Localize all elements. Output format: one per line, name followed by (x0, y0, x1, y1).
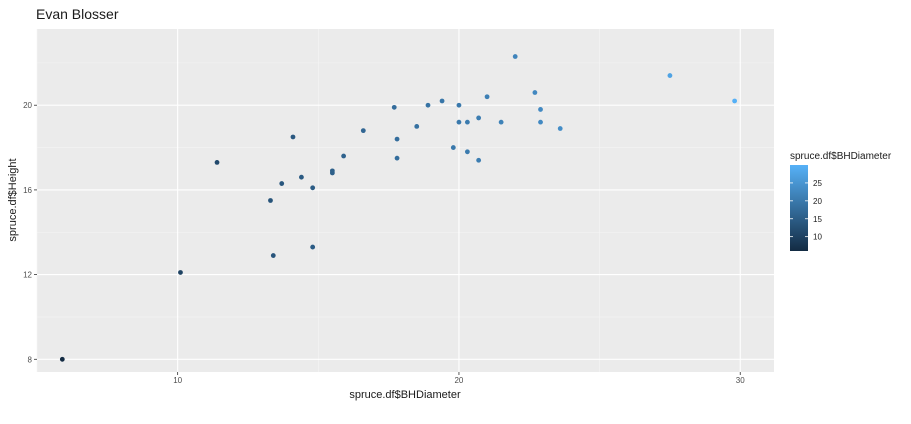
data-point (456, 119, 462, 125)
data-point (464, 149, 470, 155)
plot-panel (37, 29, 774, 372)
data-point (512, 54, 518, 59)
data-point (290, 134, 296, 140)
x-axis-title: spruce.df$BHDiameter (349, 389, 461, 401)
data-point (439, 98, 445, 104)
data-point (484, 94, 490, 100)
legend-ticks: 10 15 20 25 (790, 179, 822, 242)
data-point (394, 136, 400, 142)
data-points (59, 54, 738, 362)
data-point (360, 128, 366, 134)
data-point (279, 181, 285, 186)
data-point (270, 253, 276, 258)
y-axis-title: spruce.df$Height (7, 158, 19, 241)
data-point (450, 145, 456, 150)
chart-title: Evan Blosser (36, 6, 119, 22)
legend-tick-label: 15 (813, 215, 822, 224)
data-point (538, 119, 543, 125)
x-tick-label: 10 (173, 376, 182, 385)
y-tick-label: 8 (28, 355, 33, 364)
data-point (538, 107, 543, 112)
data-point (476, 157, 482, 163)
x-tick-label: 20 (454, 376, 463, 385)
data-point (476, 115, 482, 121)
data-point (299, 174, 304, 180)
data-point (329, 168, 335, 174)
data-point (557, 126, 563, 131)
data-point (498, 119, 504, 125)
data-point (456, 102, 462, 108)
legend-tick-label: 25 (813, 179, 822, 188)
data-point (464, 119, 470, 125)
legend-title: spruce.df$BHDiameter (790, 151, 892, 162)
x-axis-ticks: 10 20 30 (173, 372, 745, 385)
data-point (394, 155, 400, 161)
data-point (310, 244, 316, 250)
data-point (59, 356, 65, 362)
data-point (667, 73, 673, 78)
data-point (391, 104, 397, 110)
data-point (178, 270, 183, 275)
y-tick-label: 12 (23, 271, 32, 280)
x-tick-label: 30 (736, 376, 745, 385)
data-point (414, 123, 420, 129)
data-point (532, 90, 538, 95)
y-axis-ticks: 8 12 16 20 (23, 101, 37, 364)
legend-tick-label: 10 (813, 233, 822, 242)
grid-lines (36, 29, 774, 372)
legend-colorbar (790, 165, 808, 251)
y-tick-label: 20 (23, 101, 32, 110)
data-point (310, 185, 316, 191)
legend-tick-label: 20 (813, 197, 822, 206)
data-point (732, 98, 738, 104)
y-tick-label: 16 (23, 186, 32, 195)
data-point (425, 102, 431, 108)
data-point (214, 159, 220, 165)
data-point (341, 153, 347, 159)
data-point (268, 198, 273, 203)
color-legend: spruce.df$BHDiameter 10 15 20 25 (790, 151, 892, 251)
